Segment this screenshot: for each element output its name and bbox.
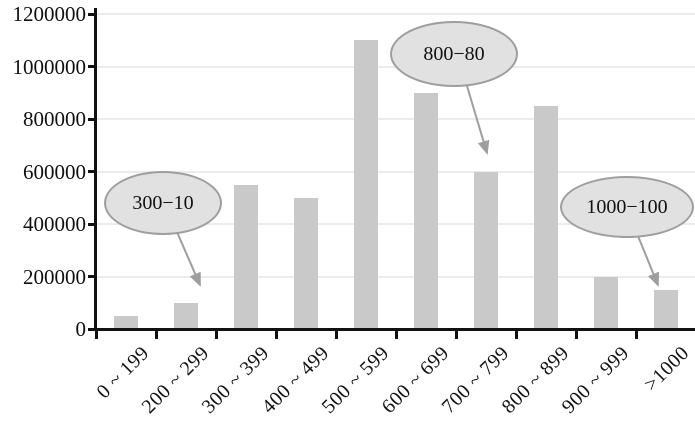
bar-300 ~ 399 [234, 184, 258, 329]
bar-600 ~ 699 [414, 92, 438, 329]
x-axis [94, 328, 695, 331]
y-axis-label: 200000 [23, 264, 86, 289]
bar-200 ~ 299 [174, 302, 198, 329]
y-tick [88, 117, 96, 121]
gridline [96, 118, 695, 120]
callout-arrow [466, 85, 490, 155]
y-tick [88, 170, 96, 173]
x-tick [454, 331, 458, 339]
gridline [96, 170, 695, 173]
y-axis-label: 1000000 [12, 54, 87, 79]
gridline [96, 223, 695, 225]
y-axis-label: 0 [75, 317, 87, 341]
x-tick [274, 331, 278, 339]
x-tick [634, 331, 638, 339]
y-axis-label: 1200000 [12, 2, 87, 26]
y-tick [88, 275, 96, 278]
y-tick [88, 12, 96, 16]
bar-700 ~ 799 [474, 171, 498, 329]
y-tick [88, 327, 96, 331]
gridline [96, 275, 695, 278]
y-axis-label: 400000 [23, 212, 86, 236]
y-axis-label: 800000 [23, 107, 86, 131]
x-tick [214, 331, 218, 339]
bar-500 ~ 599 [354, 40, 378, 329]
callout-arrow [637, 235, 660, 287]
callout-ellipse: 800−80 [390, 21, 518, 87]
x-tick [514, 331, 518, 339]
callout-ellipse: 1000−100 [560, 176, 694, 238]
x-tick [154, 331, 158, 339]
callout-ellipse: 300−10 [104, 171, 222, 235]
y-tick [88, 222, 96, 226]
bar-800 ~ 899 [534, 105, 558, 329]
bar-0 ~ 199 [114, 315, 138, 329]
gridline [96, 13, 695, 15]
bar->1000 [654, 289, 678, 329]
x-tick [394, 331, 398, 339]
bar-400 ~ 499 [294, 197, 318, 329]
y-tick [88, 65, 96, 68]
x-tick [94, 331, 98, 339]
callout-arrow [176, 231, 201, 287]
y-axis [94, 8, 97, 331]
bar-900 ~ 999 [594, 276, 618, 329]
y-axis-label: 600000 [23, 159, 86, 184]
x-tick [334, 331, 338, 339]
x-tick [574, 331, 578, 339]
